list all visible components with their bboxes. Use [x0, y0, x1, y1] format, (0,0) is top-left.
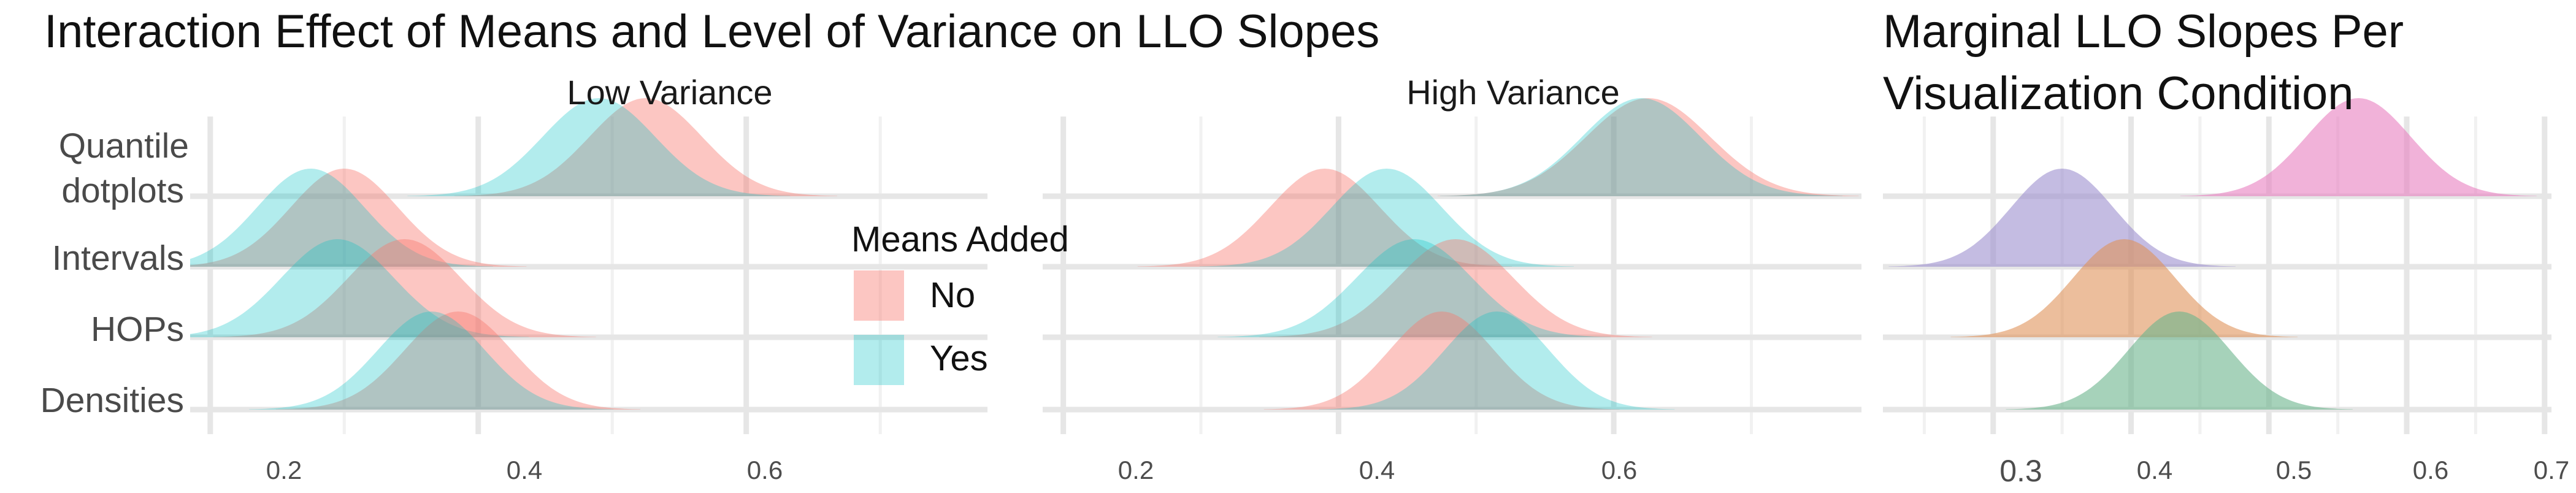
density-high-variance-quantile-dotplots-means-no: [1437, 98, 1859, 196]
legend-swatch-yes: [854, 335, 904, 385]
density-marginal-hops: [1950, 239, 2298, 337]
x-tick-label: 0.4: [507, 456, 542, 484]
density-low-variance-densities-means-no: [275, 311, 641, 410]
legend-label-no: No: [930, 275, 975, 315]
density-high-variance-intervals-means-no: [1137, 169, 1512, 267]
legend: Means Added No Yes: [851, 220, 1069, 385]
density-marginal-quantile-dotplots: [2180, 98, 2537, 196]
category-label-intervals: Intervals: [52, 239, 184, 278]
x-tick-label: 0.3: [1999, 454, 2042, 488]
facet-label-high-variance: High Variance: [1406, 73, 1620, 112]
ridge-layer: [190, 98, 2537, 410]
density-low-variance-hops-means-no: [213, 239, 596, 337]
category-label-quantile-line-1: Quantile: [59, 126, 189, 166]
x-tick-label: 0.6: [747, 456, 783, 484]
facet-label-low-variance: Low Variance: [567, 73, 772, 112]
category-label-densities: Densities: [40, 381, 184, 420]
marginal-title-line-2: Visualization Condition: [1883, 67, 2354, 120]
density-low-variance-hops-means-yes: [190, 239, 529, 337]
legend-title: Means Added: [851, 220, 1069, 259]
chart-title: Interaction Effect of Means and Level of…: [44, 6, 1379, 58]
x-axis-marginal: 0.3 0.4 0.5 0.6 0.7: [1999, 454, 2569, 488]
x-tick-label: 0.6: [2413, 456, 2448, 484]
legend-swatch-no: [854, 270, 904, 321]
density-high-variance-hops-means-yes: [1217, 239, 1611, 337]
x-axis-high-variance: 0.2 0.4 0.6: [1118, 456, 1637, 484]
x-tick-label: 0.6: [1601, 456, 1637, 484]
density-low-variance-intervals-means-no: [190, 169, 527, 267]
density-marginal-intervals: [1888, 169, 2236, 267]
density-low-variance-intervals-means-yes: [190, 169, 493, 267]
x-tick-label: 0.2: [1118, 456, 1154, 484]
density-low-variance-densities-means-yes: [249, 311, 614, 410]
x-tick-label: 0.7: [2534, 456, 2569, 484]
x-tick-label: 0.4: [2137, 456, 2172, 484]
marginal-title-line-1: Marginal LLO Slopes Per: [1883, 6, 2404, 58]
x-tick-label: 0.2: [266, 456, 302, 484]
category-label-hops: HOPs: [91, 310, 184, 349]
density-low-variance-quantile-dotplots-means-yes: [407, 98, 791, 196]
legend-label-yes: Yes: [930, 338, 988, 378]
density-high-variance-densities-means-no: [1263, 311, 1620, 410]
density-high-variance-densities-means-yes: [1319, 311, 1675, 410]
density-high-variance-hops-means-no: [1259, 239, 1652, 337]
x-tick-label: 0.4: [1359, 456, 1395, 484]
x-axis-low-variance: 0.2 0.4 0.6: [266, 456, 783, 484]
density-low-variance-quantile-dotplots-means-no: [454, 98, 837, 196]
density-high-variance-quantile-dotplots-means-yes: [1440, 98, 1842, 196]
density-marginal-densities: [2006, 311, 2353, 410]
density-high-variance-intervals-means-yes: [1199, 169, 1574, 267]
x-tick-label: 0.5: [2276, 456, 2312, 484]
category-label-quantile-line-2: dotplots: [61, 171, 184, 210]
category-axis: Quantile dotplots Intervals HOPs Densiti…: [40, 126, 189, 420]
